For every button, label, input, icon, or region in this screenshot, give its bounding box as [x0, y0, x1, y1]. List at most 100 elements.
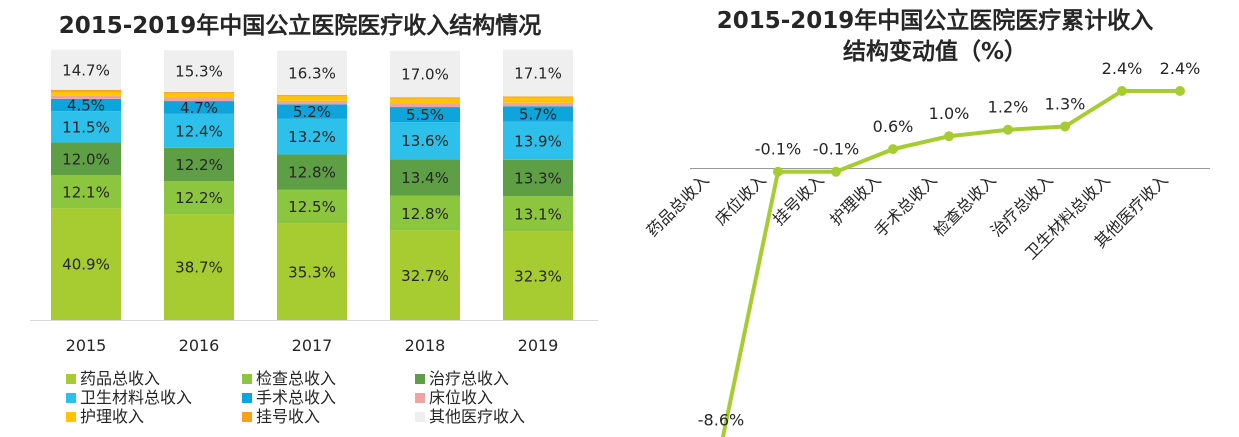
bar-segment-卫生材料总收入-2019 [503, 121, 573, 160]
legend-swatch [66, 393, 76, 403]
legend-swatch [66, 412, 76, 422]
data-label: 13.4% [401, 169, 449, 187]
data-label: 5.7% [519, 106, 557, 124]
legend-swatch [415, 374, 425, 384]
bar-segment-护理收入-2017 [277, 96, 347, 101]
left-chart-title: 2015-2019年中国公立医院医疗收入结构情况 [58, 13, 542, 39]
data-label: 13.1% [514, 205, 562, 223]
line-chart: -8.6%药品总收入-0.1%床位收入-0.1%挂号收入0.6%护理收入1.0%… [643, 59, 1210, 437]
data-label: 0.6% [873, 117, 914, 136]
data-label: 12.8% [288, 164, 336, 182]
data-label: 32.3% [514, 267, 562, 285]
x-tick-label: 2016 [179, 336, 220, 355]
legend-swatch [242, 393, 252, 403]
legend-label: 检查总收入 [256, 369, 336, 388]
bar-segment-床位收入-2018 [390, 103, 460, 108]
x-tick-label: 2018 [405, 336, 446, 355]
legend-swatch [415, 412, 425, 422]
bar-segment-治疗总收入-2016 [164, 147, 234, 182]
bar-segment-挂号收入-2018 [390, 97, 460, 99]
legend-swatch [242, 412, 252, 422]
stacked-bar-chart: 40.9% 12.1% 12.0% 11.5% 4.5% 14.7% 2015 38.7% 12… [30, 49, 598, 426]
legend-label: 手术总收入 [256, 388, 336, 407]
data-label: 12.5% [288, 198, 336, 216]
data-label: 12.8% [401, 205, 449, 223]
legend-swatch [66, 374, 76, 384]
data-label: 4.5% [67, 97, 105, 115]
bar-segment-卫生材料总收入-2016 [164, 113, 234, 148]
legend-label: 药品总收入 [80, 369, 160, 388]
right-chart-title-line-2: 结构变动值（%） [842, 39, 1028, 65]
data-point-检查总收入 [1003, 124, 1013, 135]
bar-segment-手术总收入-2019 [503, 106, 573, 122]
bar-segment-床位收入-2016 [164, 97, 234, 102]
data-label: 16.3% [288, 64, 336, 82]
bar-segment-挂号收入-2015 [51, 89, 121, 92]
bar-segment-护理收入-2015 [51, 91, 121, 96]
bar-segment-药品总收入-2018 [390, 230, 460, 320]
right-chart-title: 2015-2019年中国公立医院医疗累计收入 结构变动值（%） [640, 6, 1230, 68]
bar-segment-手术总收入-2017 [277, 104, 347, 119]
bar-segment-其他医疗收入-2018 [390, 50, 460, 98]
data-label: 1.3% [1045, 95, 1086, 114]
bar-segment-其他医疗收入-2015 [51, 49, 121, 90]
x-tick-label: 2015 [66, 336, 107, 355]
data-point-床位收入 [773, 166, 783, 177]
bar-segment-手术总收入-2015 [51, 98, 121, 112]
bar-segment-其他医疗收入-2017 [277, 50, 347, 96]
data-label: 15.3% [175, 63, 223, 81]
bar-segment-检查总收入-2017 [277, 189, 347, 224]
bar-segment-药品总收入-2015 [51, 208, 121, 320]
data-label: 17.1% [514, 65, 562, 83]
legend-swatch [415, 393, 425, 403]
legend-label: 床位收入 [429, 388, 493, 407]
data-point-卫生材料总收入 [1117, 85, 1127, 96]
data-label: 32.7% [401, 267, 449, 285]
data-label: 12.2% [175, 189, 223, 207]
right-chart-title-line-1: 2015-2019年中国公立医院医疗累计收入 [716, 8, 1154, 34]
data-label: 5.2% [293, 103, 331, 121]
bar-segment-手术总收入-2018 [390, 107, 460, 123]
data-label: 11.5% [62, 118, 110, 136]
bar-segment-手术总收入-2016 [164, 101, 234, 114]
data-label: 2.4% [1102, 59, 1143, 78]
data-point-挂号收入 [831, 166, 841, 177]
legend-label: 其他医疗收入 [429, 407, 525, 426]
bar-segment-卫生材料总收入-2017 [277, 118, 347, 155]
bar-segment-床位收入-2015 [51, 95, 121, 99]
bar-segment-药品总收入-2016 [164, 214, 234, 320]
legend-label: 治疗总收入 [429, 369, 509, 388]
legend-label: 卫生材料总收入 [80, 388, 192, 407]
bar-segment-挂号收入-2017 [277, 95, 347, 97]
x-tick-label: 护理收入 [826, 170, 885, 229]
data-label: 13.9% [514, 132, 562, 150]
data-label: -0.1% [755, 140, 801, 159]
data-point-手术总收入 [944, 131, 954, 142]
legend-label: 护理收入 [80, 407, 144, 426]
legend-swatch [242, 374, 252, 384]
x-tick-label: 2017 [292, 336, 333, 355]
bar-segment-药品总收入-2017 [277, 223, 347, 320]
bar-segment-治疗总收入-2017 [277, 154, 347, 190]
data-label: 4.7% [180, 99, 218, 117]
bar-segment-护理收入-2018 [390, 98, 460, 104]
bar-segment-护理收入-2016 [164, 93, 234, 98]
data-label: 40.9% [62, 256, 110, 274]
bar-segment-卫生材料总收入-2018 [390, 122, 460, 160]
bar-segment-床位收入-2017 [277, 100, 347, 105]
x-tick-label: 床位收入 [711, 170, 770, 229]
bar-segment-药品总收入-2019 [503, 231, 573, 320]
x-tick-label: 2019 [518, 336, 559, 355]
data-point-治疗总收入 [1060, 121, 1070, 132]
bar-segment-床位收入-2019 [503, 102, 573, 107]
bar-segment-治疗总收入-2018 [390, 159, 460, 196]
data-label: 13.6% [401, 132, 449, 150]
bar-segment-其他医疗收入-2019 [503, 49, 573, 97]
data-label: -8.6% [698, 410, 744, 429]
bar-segment-治疗总收入-2019 [503, 159, 573, 197]
bar-segment-挂号收入-2019 [503, 96, 573, 98]
bar-segment-治疗总收入-2015 [51, 142, 121, 176]
data-label: 1.2% [988, 98, 1029, 117]
data-label: 1.0% [929, 104, 970, 123]
data-label: 5.5% [406, 106, 444, 124]
